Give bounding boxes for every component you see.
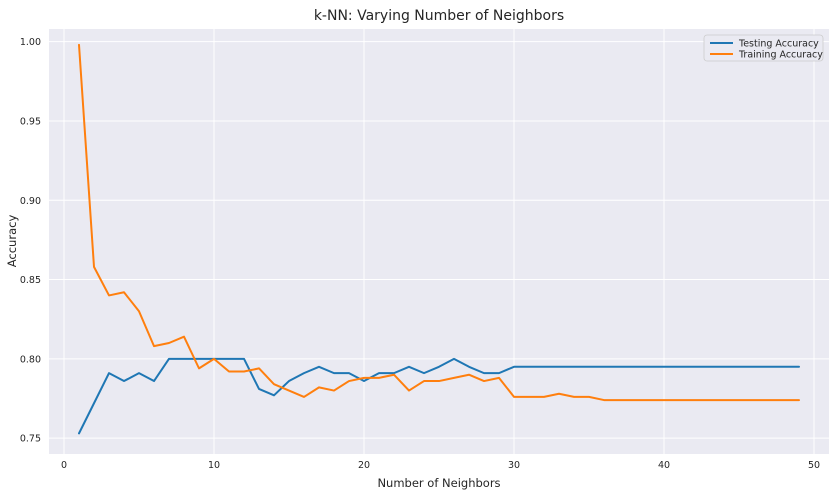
series-line-training <box>78 43 800 402</box>
legend-label-testing: Testing Accuracy <box>738 39 819 50</box>
legend-box <box>703 34 824 62</box>
x-tick-label: 40 <box>658 460 670 471</box>
y-tick-label: 1.00 <box>20 37 41 48</box>
y-axis-label: Accuracy <box>5 215 19 268</box>
y-tick-label: 0.85 <box>20 275 41 286</box>
legend: Testing Accuracy Training Accuracy <box>703 34 824 62</box>
x-tick-labels: 0 10 20 30 40 50 <box>61 460 820 471</box>
x-tick-label: 10 <box>208 460 220 471</box>
y-tick-label: 0.80 <box>20 354 41 365</box>
series-line-testing <box>78 357 800 435</box>
chart-title: k-NN: Varying Number of Neighbors <box>314 8 564 24</box>
x-axis-label: Number of Neighbors <box>377 476 500 490</box>
y-tick-label: 0.95 <box>20 116 41 127</box>
x-tick-label: 50 <box>808 460 820 471</box>
y-tick-label: 0.75 <box>20 434 41 445</box>
plot-area <box>49 29 829 454</box>
x-tick-label: 30 <box>508 460 520 471</box>
y-tick-labels: 0.75 0.80 0.85 0.90 0.95 1.00 <box>20 37 41 444</box>
x-tick-label: 20 <box>358 460 370 471</box>
y-tick-label: 0.90 <box>20 196 41 207</box>
x-tick-label: 0 <box>61 460 67 471</box>
legend-label-training: Training Accuracy <box>738 50 823 61</box>
series-lines <box>78 43 800 435</box>
